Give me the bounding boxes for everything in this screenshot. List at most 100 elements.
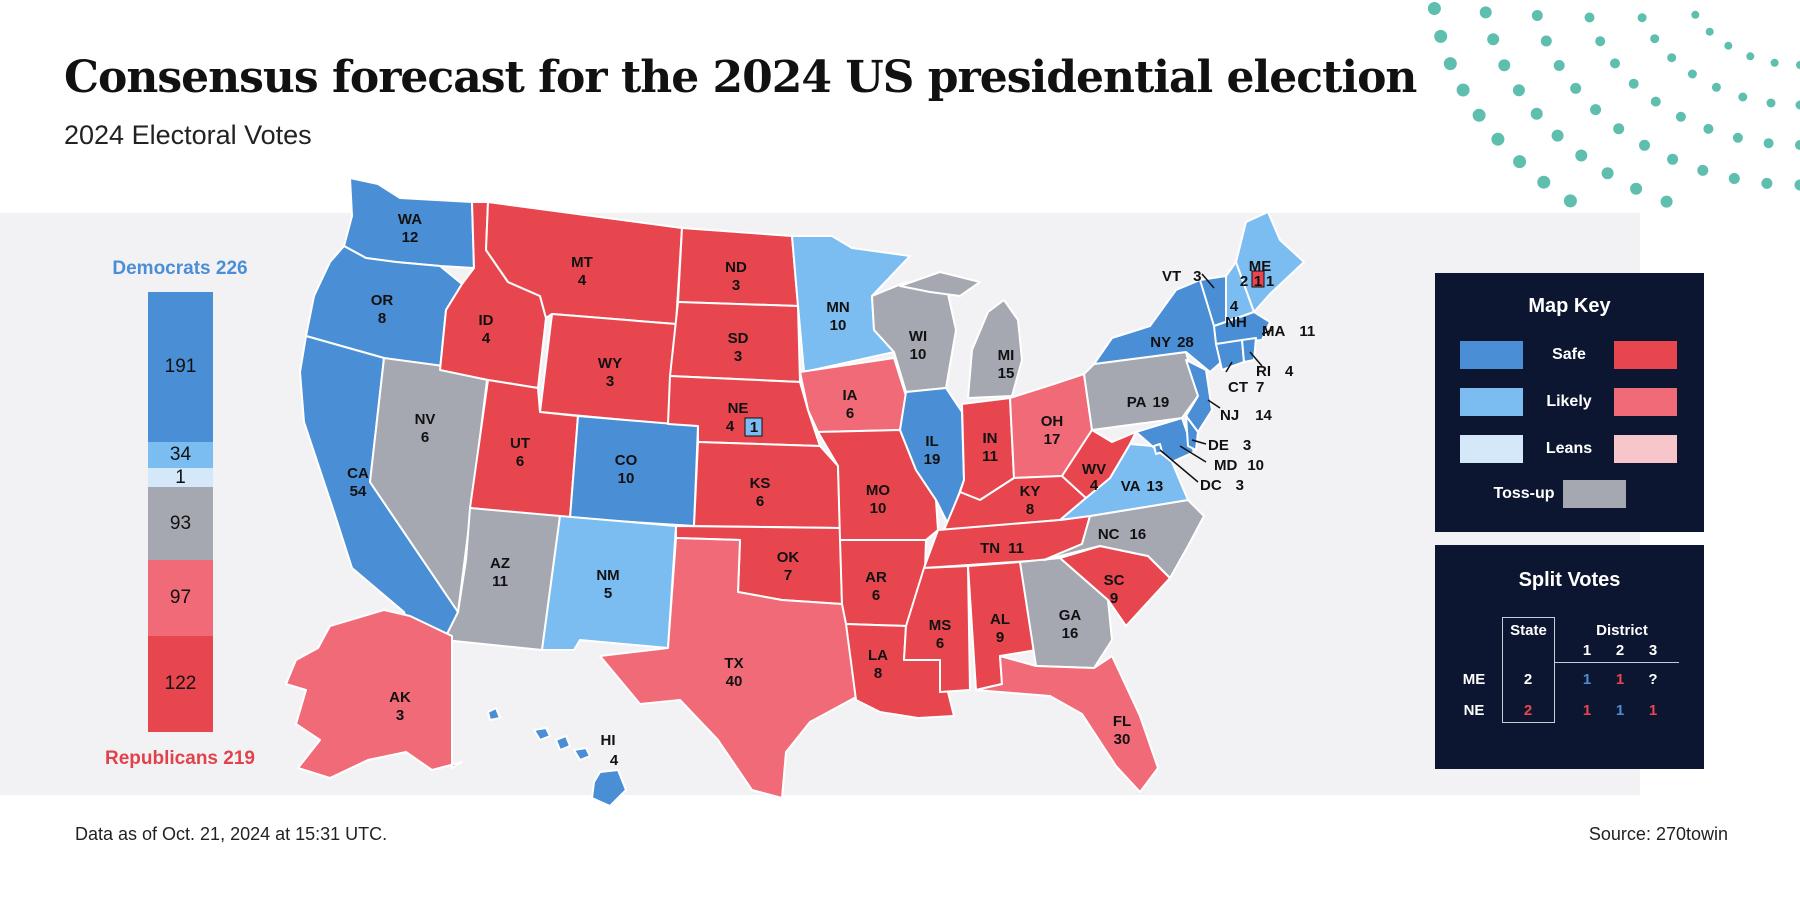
state-dc[interactable]	[1153, 443, 1163, 455]
label-al: AL 9	[990, 611, 1010, 646]
decorative-dot	[1660, 195, 1673, 208]
swatch-safe-rep	[1614, 341, 1677, 369]
nj-leader-line	[1207, 399, 1221, 409]
ne-district-box	[744, 417, 763, 437]
label-de: DE 3	[1208, 437, 1251, 454]
label-wa: WA 12	[398, 211, 422, 246]
split-row-me-district-2: 1	[1615, 671, 1625, 688]
ev-bar-segment-likely-rep: 97	[148, 560, 213, 637]
vt-leader-line	[1201, 273, 1215, 289]
data-timestamp: Data as of Oct. 21, 2024 at 15:31 UTC.	[75, 824, 388, 844]
state-mi[interactable]	[899, 271, 1023, 399]
decorative-dot	[1687, 69, 1697, 79]
label-va: VA 13	[1121, 478, 1163, 495]
decorative-dot	[1595, 36, 1606, 47]
label-ny: NY 28	[1150, 334, 1194, 351]
ev-bar-segment-leans-dem: 1	[148, 467, 213, 488]
label-il: IL 19	[924, 433, 941, 468]
label-or: OR 8	[371, 292, 394, 327]
swatch-leans-rep	[1614, 435, 1677, 463]
label-mn: MN 10	[826, 299, 849, 334]
decorative-dot	[1795, 100, 1800, 110]
label-ia: IA 6	[843, 387, 858, 422]
label-nd: ND 3	[725, 259, 747, 294]
decorative-dot	[1796, 61, 1800, 69]
decorative-dot	[1512, 84, 1525, 97]
split-row-ne-district-1: 1	[1582, 702, 1592, 719]
label-oh: OH 17	[1041, 413, 1064, 448]
state-wv[interactable]	[1061, 429, 1137, 499]
split-row-me-state: ME	[1462, 671, 1486, 688]
label-ne-district: 1	[750, 419, 758, 436]
state-ak[interactable]	[285, 609, 463, 779]
decorative-dot	[1531, 10, 1543, 21]
decorative-dot	[1639, 139, 1650, 151]
decorative-dot	[1711, 82, 1721, 92]
key-label-tossup: Toss-up	[1493, 485, 1555, 502]
label-ca: CA 54	[347, 465, 369, 500]
label-nv: NV 6	[415, 411, 436, 446]
electoral-vote-bar: 191 34 1 93 97 122	[148, 292, 213, 732]
source-credit: Source: 270towin	[1588, 824, 1728, 844]
state-hi[interactable]	[487, 707, 627, 807]
label-nj: NJ 14	[1220, 407, 1273, 424]
ri-leader-line	[1249, 351, 1263, 367]
decorative-dot	[1613, 123, 1625, 135]
label-ma: MA 11	[1262, 323, 1315, 340]
label-in: IN 11	[982, 430, 998, 465]
republicans-total-label: Republicans 219	[105, 748, 255, 769]
decorative-dot	[1650, 96, 1661, 107]
label-md: MD 10	[1214, 457, 1264, 474]
label-vt: VT 3	[1162, 268, 1202, 285]
label-tn: TN 11	[980, 540, 1024, 557]
label-ne: NE 4	[726, 400, 749, 435]
decorative-dot	[1570, 82, 1582, 94]
state-nc[interactable]	[1043, 499, 1205, 579]
split-row-me-state-votes: 2	[1523, 671, 1533, 688]
state-ma[interactable]	[1213, 311, 1271, 345]
state-tx[interactable]	[599, 537, 859, 799]
decorative-dot	[1732, 132, 1743, 143]
state-ri[interactable]	[1241, 337, 1257, 363]
decorative-dot	[1443, 57, 1457, 71]
split-row-me-district-3: ?	[1648, 671, 1658, 688]
de-leader-line	[1191, 439, 1207, 445]
label-mi: MI 15	[998, 347, 1015, 382]
label-mt: MT 4	[571, 254, 593, 289]
key-label-likely: Likely	[1546, 393, 1592, 410]
split-row-ne-district-2: 1	[1615, 702, 1625, 719]
swatch-tossup	[1563, 480, 1626, 508]
split-row-me-district-1: 1	[1582, 671, 1592, 688]
decorative-dot	[1551, 129, 1564, 142]
state-md[interactable]	[1135, 417, 1195, 463]
state-fl[interactable]	[975, 655, 1159, 793]
key-label-safe: Safe	[1552, 346, 1586, 363]
label-nc: NC 16	[1098, 526, 1146, 543]
decorative-dot	[1794, 179, 1800, 191]
ma-leader-line	[1261, 329, 1273, 335]
decorative-dot	[1738, 92, 1748, 102]
label-me-votes: 2	[1240, 273, 1248, 290]
label-wi: WI 10	[909, 328, 927, 363]
label-tx: TX 40	[724, 655, 743, 690]
swatch-safe-dem	[1460, 341, 1523, 369]
decorative-dot	[1667, 153, 1679, 165]
key-label-leans: Leans	[1545, 440, 1593, 457]
decorative-dot	[1724, 41, 1733, 50]
decorative-dot	[1675, 111, 1686, 122]
swatch-likely-rep	[1614, 388, 1677, 416]
page-subtitle: 2024 Electoral Votes	[64, 120, 312, 150]
state-header: State	[1510, 622, 1547, 639]
label-dc: DC 3	[1200, 477, 1244, 494]
label-nm: NM 5	[596, 567, 619, 602]
state-column-box	[1502, 617, 1555, 723]
label-id: ID 4	[479, 312, 494, 347]
decorative-dot	[1456, 83, 1470, 97]
decorative-dot	[1491, 132, 1505, 146]
democrats-total-label: Democrats 226	[112, 258, 248, 279]
label-me-district-2: 1	[1266, 273, 1274, 290]
decorative-dot	[1427, 2, 1441, 15]
decorative-dot	[1746, 52, 1755, 61]
label-wv: WV 4	[1082, 461, 1106, 494]
decorative-dot	[1697, 164, 1709, 176]
